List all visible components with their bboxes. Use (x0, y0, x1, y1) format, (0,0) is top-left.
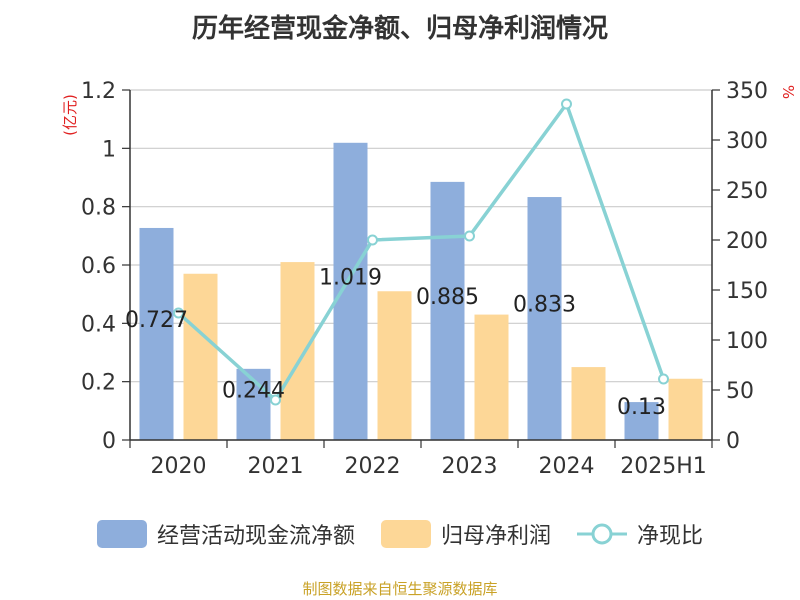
bar-cash (527, 197, 562, 440)
data-label-cash: 0.244 (222, 378, 285, 403)
bar-cash (139, 227, 174, 440)
x-tick-label: 2025H1 (620, 454, 707, 479)
axes: 0 0.2 0.4 0.6 0.8 1 1.2 0 50 100 150 200 250 300 350 20… (81, 79, 768, 479)
right-tick-label: 300 (726, 129, 768, 154)
x-tick-label: 2021 (248, 454, 304, 479)
right-tick-label: 350 (726, 79, 768, 104)
left-tick-label: 0.2 (81, 371, 116, 396)
data-label-cash: 1.019 (319, 265, 382, 290)
chart-canvas: 0 0.2 0.4 0.6 0.8 1 1.2 0 50 100 150 200 250 300 350 20… (61, 79, 797, 479)
x-tick-label: 2020 (151, 454, 207, 479)
bar-profit (183, 273, 218, 440)
right-tick-label: 250 (726, 179, 768, 204)
source-note: 制图数据来自恒生聚源数据库 (302, 580, 498, 598)
data-label-cash: 0.13 (617, 395, 666, 420)
ratio-point (270, 394, 281, 406)
legend-label-profit: 归母净利润 (440, 524, 551, 549)
data-labels: 0.727 0.244 1.019 0.885 0.833 0.13 (125, 265, 666, 420)
bar-cash (430, 181, 465, 440)
right-tick-label: 50 (726, 379, 754, 404)
right-tick-label: 150 (726, 279, 768, 304)
x-tick-label: 2022 (345, 454, 401, 479)
bar-profit (571, 367, 606, 440)
bar-cash (624, 402, 659, 440)
data-label-cash: 0.833 (513, 293, 576, 318)
ratio-point (173, 307, 184, 319)
legend: 经营活动现金流净额 归母净利润 净现比 (0, 518, 800, 550)
data-label-cash: 0.885 (416, 285, 479, 310)
left-tick-label: 0 (102, 429, 116, 454)
bar-profit (474, 314, 509, 440)
series-cash-bars (139, 142, 659, 440)
legend-item-profit[interactable]: 归母净利润 (380, 518, 551, 550)
legend-swatch-cash (96, 520, 147, 548)
left-tick-label: 1 (102, 137, 116, 162)
right-tick-label: 0 (726, 429, 740, 454)
legend-item-ratio[interactable]: 净现比 (577, 518, 703, 550)
left-tick-label: 0.8 (81, 196, 116, 221)
x-tick-label: 2023 (442, 454, 498, 479)
legend-label-cash: 经营活动现金流净额 (156, 524, 355, 549)
legend-swatch-ratio (577, 520, 627, 548)
x-tick-label: 2024 (539, 454, 595, 479)
data-label-cash: 0.727 (125, 308, 188, 333)
left-tick-label: 0.6 (81, 254, 116, 279)
series-profit-bars (183, 262, 703, 440)
left-tick-label: 1.2 (81, 79, 116, 104)
ratio-point (367, 234, 378, 246)
chart-title: 历年经营现金净额、归母净利润情况 (191, 14, 608, 44)
series-ratio-line (173, 98, 669, 406)
ratio-point (658, 373, 669, 385)
ratio-point (464, 230, 475, 242)
left-tick-label: 0.4 (81, 312, 116, 337)
legend-label-ratio: 净现比 (637, 524, 704, 549)
left-axis-unit: (亿元) (61, 94, 79, 136)
right-axis-unit: % (779, 85, 797, 99)
legend-item-cash[interactable]: 经营活动现金流净额 (96, 518, 355, 550)
bar-profit (377, 291, 412, 440)
ratio-line-path (177, 100, 666, 403)
bar-profit (668, 378, 703, 440)
ratio-point (561, 98, 572, 110)
bar-profit (280, 262, 315, 440)
right-tick-label: 200 (726, 229, 768, 254)
bar-cash (333, 142, 368, 440)
legend-swatch-profit (380, 520, 431, 548)
right-tick-label: 100 (726, 329, 768, 354)
